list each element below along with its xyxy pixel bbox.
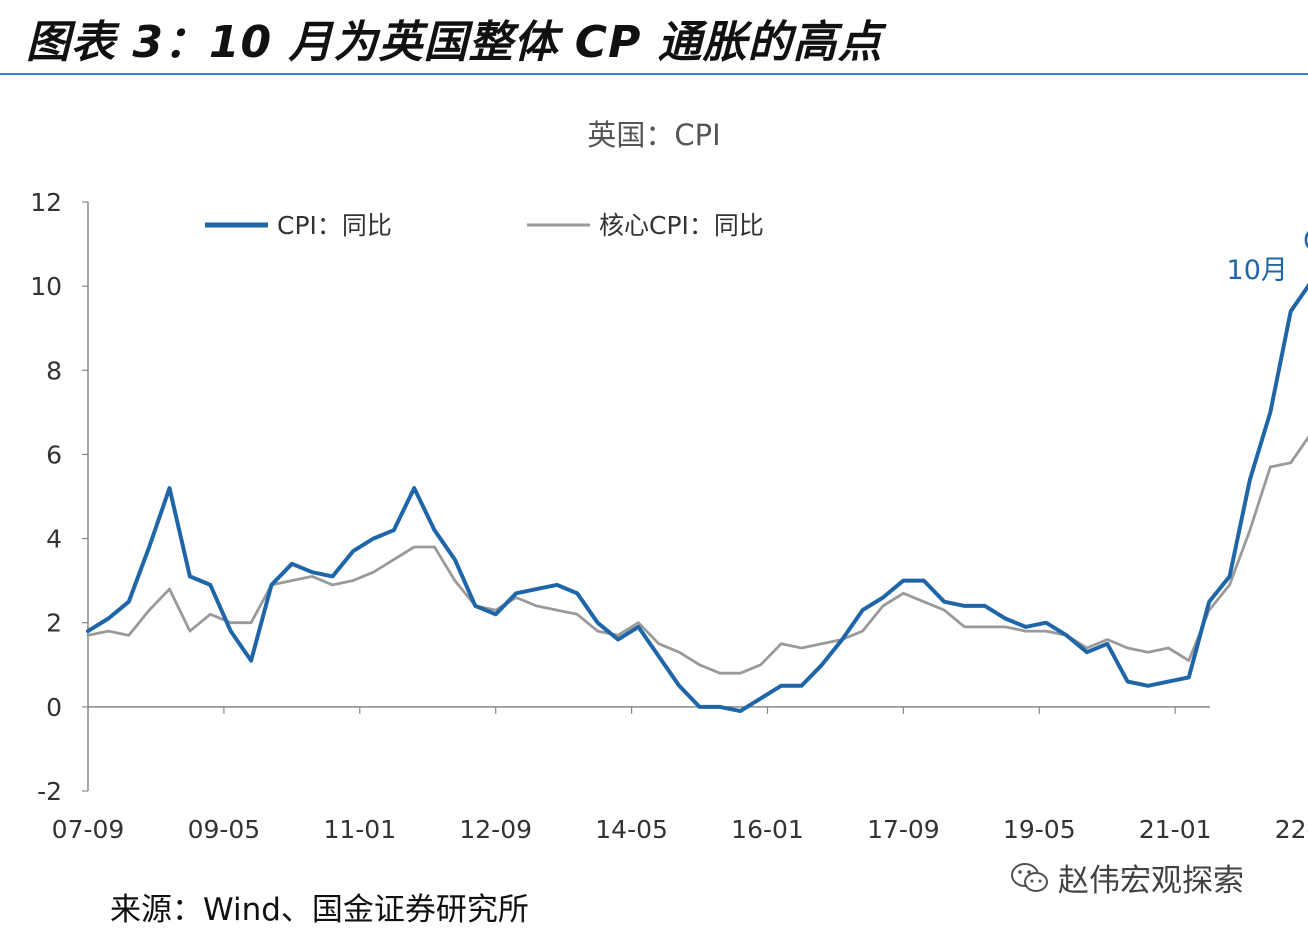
peak-annotation-label: 10月 [1227,255,1288,286]
y-tick-label: 4 [46,525,62,554]
wechat-icon [1011,862,1048,892]
y-tick-label: 8 [46,356,62,385]
x-tick-label: 07-09 [52,815,125,844]
legend: CPI：同比 核心CPI：同比 [205,211,764,240]
y-tick-label: 12 [30,188,62,217]
x-tick-label: 09-05 [188,815,261,844]
x-tick-label: 17-09 [867,815,940,844]
y-tick-label: 0 [46,693,62,722]
y-tick-label: 6 [46,440,62,469]
y-tick-label: 2 [46,609,62,638]
annotation: 10月 [1227,231,1308,286]
legend-cpi-label: CPI：同比 [277,211,392,240]
y-tick-label: 10 [30,272,62,301]
x-tick-label: 14-05 [595,815,668,844]
cpi-line [86,282,1308,714]
x-tick-label: 21-01 [1139,815,1212,844]
figure-title: 图表 3：10 月为英国整体 CP 通胀的高点 [26,17,883,68]
x-tick-label: 19-05 [1003,815,1076,844]
source-note: 来源：Wind、国金证券研究所 [110,892,529,928]
peak-marker-circle [1304,231,1308,249]
core-cpi-line [86,435,1308,675]
chart-title: 英国：CPI [587,118,721,152]
legend-core-label: 核心CPI：同比 [599,211,764,240]
x-tick-label: 12-09 [459,815,532,844]
watermark-text: 赵伟宏观探索 [1058,863,1244,899]
y-tick-label: -2 [37,777,62,806]
x-tick-label: 16-01 [731,815,804,844]
x-tick-label: 11-01 [323,815,396,844]
axes: -2 0 2 4 6 8 10 12 07-09 09-05 11-01 12-09 14-05 16-0… [30,188,1308,844]
title-divider [0,73,1308,75]
watermark: 赵伟宏观探索 [1010,855,1244,900]
x-tick-label: 22-09 [1275,815,1308,844]
series-lines [86,282,1308,714]
